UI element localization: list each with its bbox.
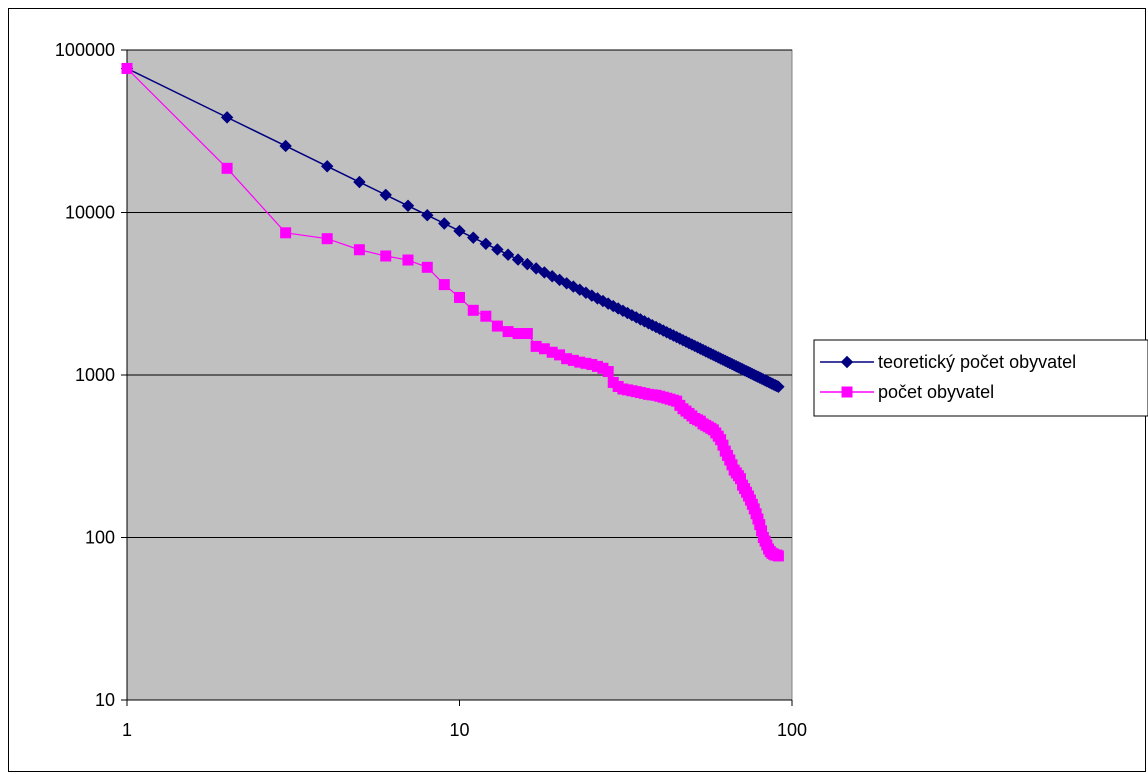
data-point (479, 237, 493, 251)
data-point (401, 199, 415, 212)
legend-label: počet obyvatel (878, 382, 994, 402)
data-point (380, 250, 392, 262)
data-point (491, 243, 504, 256)
data-point (501, 248, 515, 261)
axes: 100000 10000 1000 100 10 1 10 100 (55, 40, 807, 740)
data-point (512, 328, 524, 340)
series-theoretical (120, 62, 785, 394)
y-tick-label: 10 (95, 690, 115, 710)
data-point (402, 254, 414, 266)
data-point (467, 231, 480, 244)
data-point (421, 261, 433, 273)
data-point (453, 224, 466, 238)
data-point (772, 550, 784, 562)
data-point (521, 257, 534, 271)
y-tick-label: 100 (85, 528, 115, 548)
data-point (511, 253, 525, 266)
legend: teoretický počet obyvatel počet obyvatel (813, 339, 1148, 417)
data-point (480, 310, 492, 322)
y-tick-label: 100000 (55, 40, 115, 60)
data-point (454, 291, 465, 303)
data-point (529, 262, 543, 275)
data-point (467, 304, 479, 316)
data-point (221, 162, 233, 174)
data-point (421, 208, 434, 222)
data-point (602, 366, 614, 378)
x-tick-label: 100 (777, 720, 807, 740)
legend-box (813, 339, 1148, 417)
data-point (379, 188, 392, 202)
legend-marker (841, 386, 853, 398)
series-layer (120, 62, 785, 562)
legend-label: teoretický počet obyvatel (878, 352, 1076, 372)
data-point (353, 244, 365, 256)
data-point (353, 175, 366, 189)
y-tick-label: 1000 (75, 365, 115, 385)
data-point (321, 233, 333, 245)
legend-marker (840, 355, 854, 369)
data-point (280, 227, 292, 239)
data-point (121, 62, 133, 74)
data-point (521, 328, 533, 340)
data-point (772, 380, 785, 394)
x-tick-label: 1 (122, 720, 132, 740)
y-tick-label: 10000 (65, 203, 115, 223)
data-point (491, 320, 503, 332)
data-point (320, 160, 334, 173)
series-actual (121, 62, 784, 562)
data-point (279, 139, 292, 153)
data-point (220, 111, 234, 124)
data-point (502, 326, 514, 338)
data-point (438, 279, 450, 291)
data-point (438, 217, 451, 230)
x-tick-label: 10 (449, 720, 469, 740)
